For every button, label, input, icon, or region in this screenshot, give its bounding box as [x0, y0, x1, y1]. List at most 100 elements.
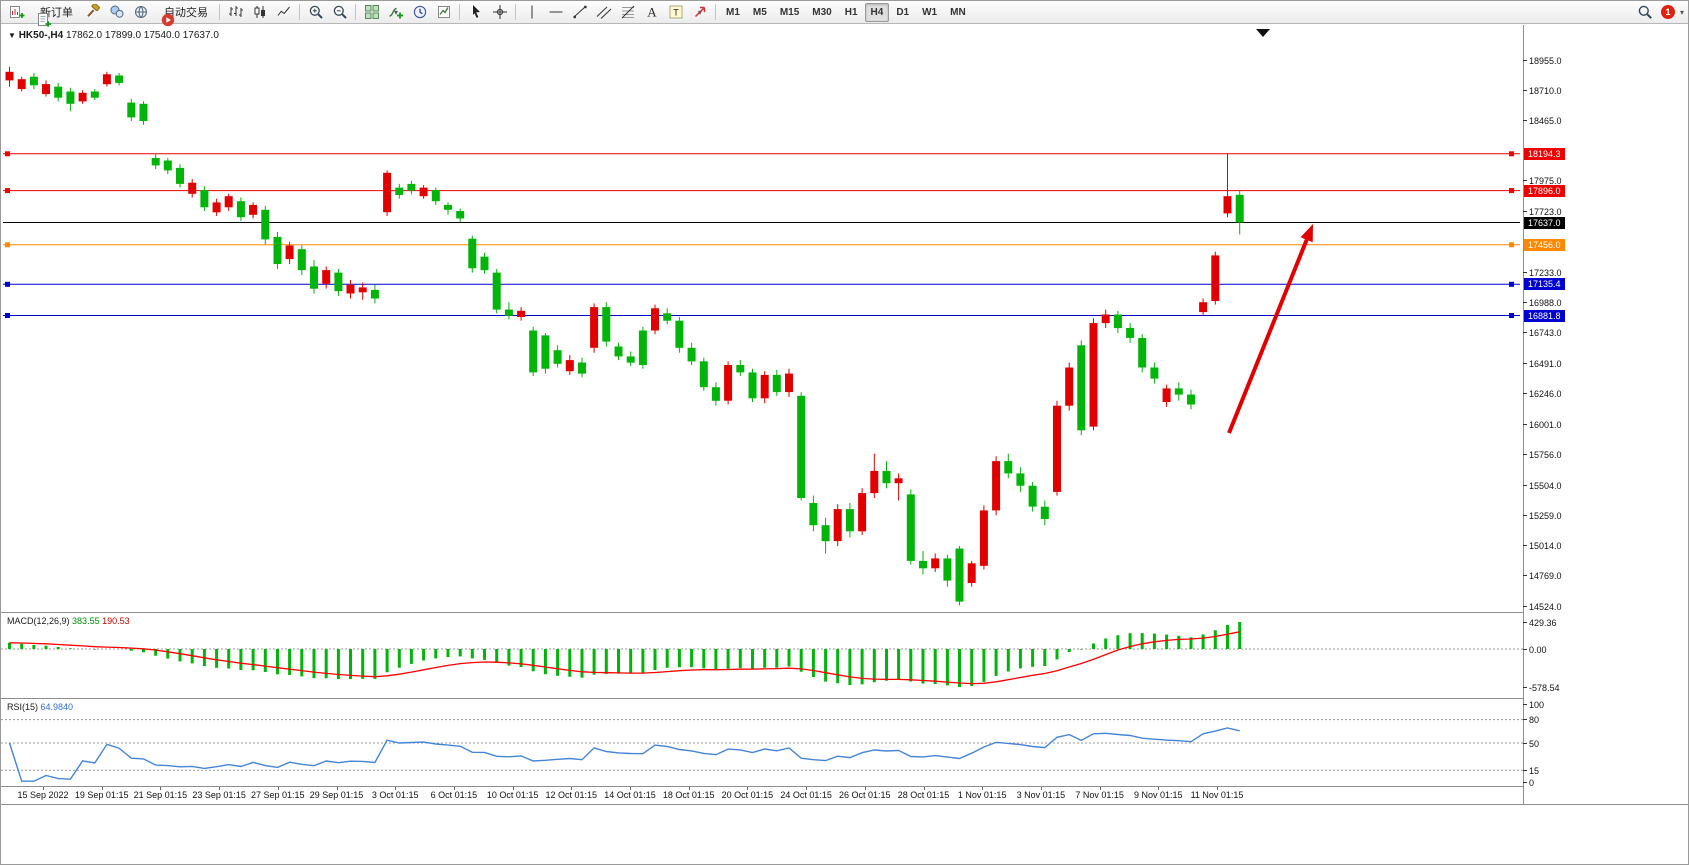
price-axis-label: 16491.0	[1529, 359, 1562, 370]
zoom-out-icon[interactable]	[328, 2, 351, 23]
macd-panel-canvas[interactable]	[1, 613, 1523, 698]
level-line-17456-handle[interactable]	[5, 242, 10, 248]
market-watch-icon[interactable]	[105, 2, 128, 23]
rsi-panel-canvas[interactable]	[1, 699, 1523, 786]
time-tick	[982, 787, 984, 790]
candle-body	[261, 209, 270, 240]
resistance-line-18194-handle[interactable]	[5, 151, 10, 157]
time-axis-label: 7 Nov 01:15	[1075, 790, 1124, 800]
axis-tick	[1523, 89, 1527, 91]
chart-bars-mode-icon[interactable]	[224, 2, 247, 23]
support-line-16881-handle[interactable]	[1509, 313, 1514, 318]
candle-body	[310, 266, 318, 289]
time-axis[interactable]: 15 Sep 2022 19 Sep 01:15 21 Sep 01:15 23 Se…	[1, 787, 1523, 804]
cursor-mode-icon[interactable]	[464, 2, 487, 23]
tile-windows-icon[interactable]	[360, 2, 383, 23]
templates-menu-icon[interactable]: ▾	[432, 2, 455, 23]
chevron-down-icon[interactable]: ▾	[1679, 7, 1684, 17]
axis-tick	[1523, 301, 1527, 303]
price-badge: 18194.3	[1524, 147, 1565, 160]
support-line-17135-handle[interactable]	[5, 281, 10, 287]
scroll-marker-icon[interactable]	[1256, 29, 1270, 37]
axis-tick	[1523, 211, 1527, 213]
candles-series	[5, 66, 1244, 606]
trend-arrow-head[interactable]	[1300, 224, 1313, 243]
main-chart-canvas[interactable]	[1, 25, 1523, 612]
zoom-in-icon[interactable]	[304, 2, 327, 23]
candle-body	[1162, 388, 1171, 402]
chart-title: ▼ HK50-,H4 17862.0 17899.0 17540.0 17637…	[8, 30, 219, 41]
axis-tick	[1523, 180, 1527, 182]
price-axis-label: 15014.0	[1529, 541, 1562, 552]
toolbar-separator	[299, 4, 300, 20]
resistance-line-18194-handle[interactable]	[1509, 151, 1514, 157]
draw-trendline-icon[interactable]	[568, 2, 591, 23]
timeframe-m30[interactable]: M30	[812, 6, 832, 18]
draw-channel-icon[interactable]	[592, 2, 615, 23]
price-badge: 16881.8	[1524, 309, 1565, 322]
candle-body	[772, 374, 781, 393]
candle-body	[176, 167, 184, 184]
periods-menu-icon[interactable]: ▾	[408, 2, 431, 23]
trend-arrow[interactable]	[1227, 239, 1309, 434]
profiles-icon[interactable]	[81, 2, 104, 23]
svg-text:A: A	[647, 5, 657, 20]
price-badge: 17896.0	[1524, 184, 1565, 197]
time-tick	[806, 787, 808, 790]
draw-fibonacci-icon[interactable]	[616, 2, 639, 23]
candle-body	[5, 71, 14, 81]
draw-vertical-line-icon[interactable]	[520, 2, 543, 23]
new-chart-icon[interactable]	[5, 2, 28, 23]
autotrading-button[interactable]: 自动交易	[153, 3, 215, 27]
toolbar-separator	[219, 4, 220, 20]
new-order-button[interactable]: 新订单	[29, 3, 80, 27]
candle-body	[675, 320, 684, 348]
time-axis-label: 26 Oct 01:15	[839, 790, 891, 800]
price-axis-label: 17975.0	[1529, 176, 1562, 187]
navigator-icon[interactable]	[129, 2, 152, 23]
timeframe-h1[interactable]: H1	[844, 6, 858, 18]
chart-line-mode-icon[interactable]	[272, 2, 295, 23]
timeframe-m15[interactable]: M15	[779, 6, 800, 18]
panel-separator[interactable]	[1, 698, 1523, 699]
resistance-line-17896-handle[interactable]	[5, 188, 10, 194]
candle-body	[29, 76, 38, 86]
timeframe-w1[interactable]: W1	[922, 6, 938, 18]
draw-arrows-icon[interactable]: ▾	[688, 2, 711, 23]
chart-candles-mode-icon[interactable]	[248, 2, 271, 23]
time-axis-label: 27 Sep 01:15	[251, 790, 305, 800]
support-line-17135-handle[interactable]	[1509, 281, 1514, 287]
candle-body	[748, 372, 757, 399]
collapse-triangle-icon[interactable]: ▼	[8, 31, 16, 40]
indicators-list-icon[interactable]: ▾	[384, 2, 407, 23]
macd-name: MACD(12,26,9)	[7, 616, 70, 626]
candle-body	[590, 307, 599, 348]
panel-separator[interactable]	[1, 612, 1523, 613]
level-line-17456-handle[interactable]	[1509, 242, 1514, 248]
timeframe-mn[interactable]: MN	[950, 6, 966, 18]
candle-body	[90, 91, 99, 98]
timeframe-h4[interactable]: H4	[864, 2, 890, 22]
candle-body	[894, 478, 903, 484]
search-icon[interactable]	[1634, 2, 1657, 23]
chevron-down-icon[interactable]: ▾	[393, 7, 398, 17]
draw-horizontal-line-icon[interactable]	[544, 2, 567, 23]
support-line-16881-handle[interactable]	[5, 313, 10, 318]
candle-body	[1126, 328, 1135, 338]
panel-separator[interactable]	[1, 786, 1523, 787]
timeframe-m5[interactable]: M5	[752, 6, 767, 18]
notification-badge[interactable]: 1	[1660, 5, 1675, 19]
candle-body	[663, 313, 672, 321]
time-tick	[747, 787, 749, 790]
resistance-line-17896-handle[interactable]	[1509, 188, 1514, 194]
timeframe-m1[interactable]: M1	[726, 6, 740, 18]
macd-axis-label: 0.00	[1529, 644, 1547, 655]
crosshair-mode-icon[interactable]	[488, 2, 511, 23]
timeframe-d1[interactable]: D1	[896, 6, 910, 18]
chart-symbol-period: HK50-,H4	[18, 30, 64, 41]
draw-label-icon[interactable]: T	[664, 2, 687, 23]
draw-text-icon[interactable]: A	[640, 2, 663, 23]
price-axis[interactable]: 18955.0 18710.0 18465.0 17975.0 17723.0 17233…	[1523, 25, 1688, 804]
time-axis-label: 12 Oct 01:15	[545, 790, 598, 800]
time-tick	[864, 787, 866, 790]
